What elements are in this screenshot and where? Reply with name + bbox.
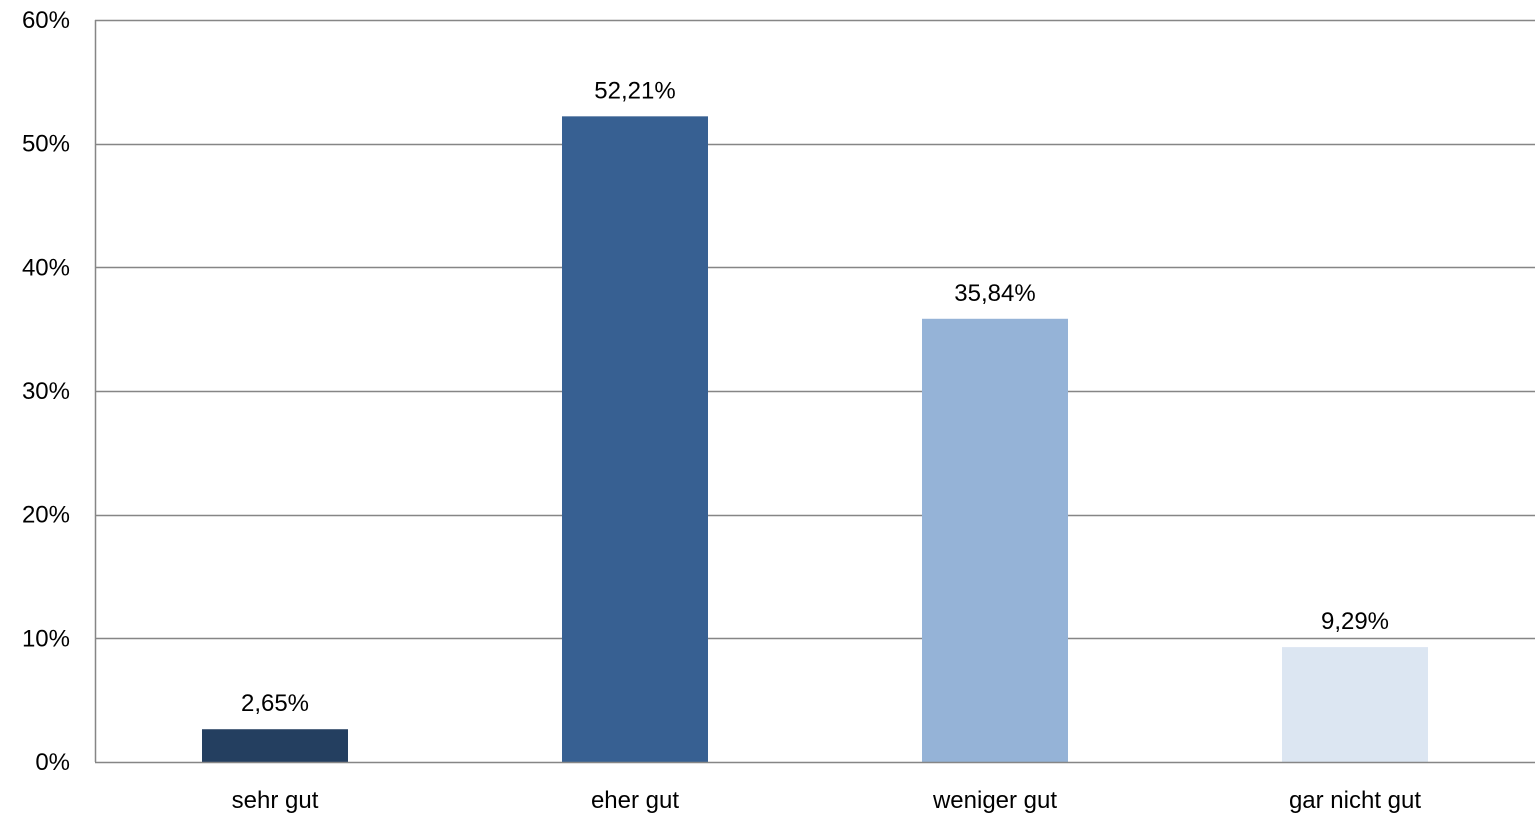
bar-eher-gut [562,116,708,763]
x-category-label: weniger gut [932,787,1057,814]
y-tick-label: 50% [22,131,70,158]
y-tick-label: 10% [22,625,70,652]
x-category-label: eher gut [591,787,679,814]
data-label: 52,21% [594,77,675,104]
data-label: 2,65% [241,690,309,717]
labels: 0% 10% 20% 30% 40% 50% 60% 2,65% sehr gut 52,21% e… [22,7,1421,814]
bar-gar-nicht-gut [1282,647,1428,762]
bar-sehr-gut [202,729,348,762]
data-label: 9,29% [1321,608,1389,635]
data-label: 35,84% [954,280,1035,307]
y-tick-label: 0% [35,749,70,776]
x-category-label: gar nicht gut [1289,787,1421,814]
gridlines [95,19,1535,640]
axes [94,20,1535,764]
y-tick-label: 20% [22,502,70,529]
y-tick-label: 30% [22,378,70,405]
x-category-label: sehr gut [232,787,319,814]
y-tick-label: 60% [22,7,70,34]
bar-weniger-gut [922,318,1068,762]
bars [202,116,1428,763]
y-tick-label: 40% [22,254,70,281]
